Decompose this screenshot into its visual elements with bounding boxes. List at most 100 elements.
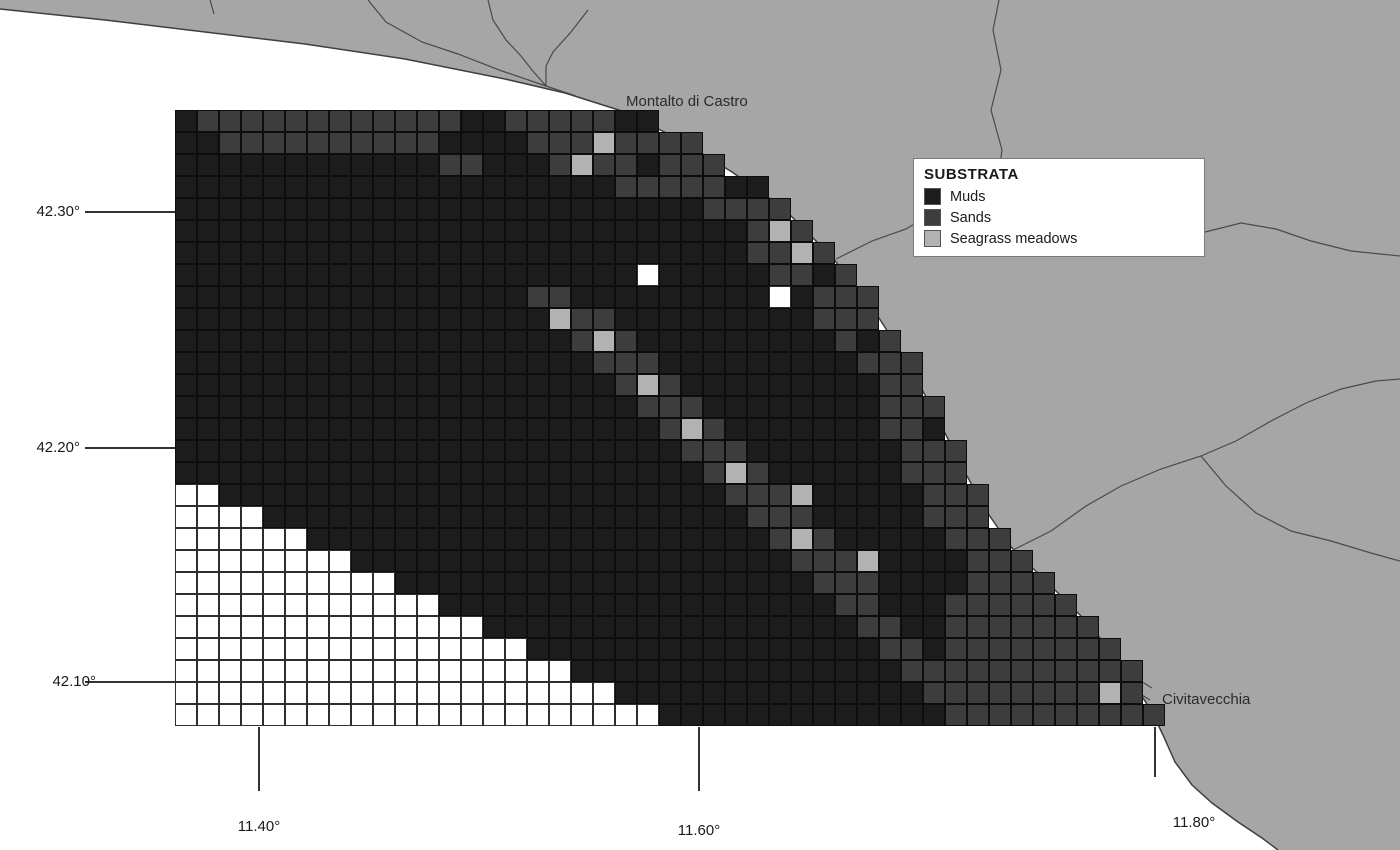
grid-cell-Muds xyxy=(857,440,879,462)
grid-cell-Muds xyxy=(241,418,263,440)
grid-cell-Muds xyxy=(505,176,527,198)
grid-cell-Sands xyxy=(373,110,395,132)
river-line xyxy=(487,0,547,87)
grid-cell-unclassified-empty xyxy=(351,638,373,660)
grid-cell-unclassified-empty xyxy=(329,704,351,726)
grid-cell-Muds xyxy=(175,352,197,374)
grid-cell-Sands xyxy=(901,418,923,440)
grid-cell-Muds xyxy=(241,462,263,484)
grid-cell-unclassified-empty xyxy=(527,682,549,704)
grid-cell-Sands xyxy=(1033,572,1055,594)
grid-cell-Sands xyxy=(791,506,813,528)
grid-cell-Muds xyxy=(549,264,571,286)
grid-cell-Muds xyxy=(725,550,747,572)
grid-cell-Muds xyxy=(879,682,901,704)
grid-cell-Sands xyxy=(835,264,857,286)
grid-cell-Muds xyxy=(769,660,791,682)
grid-cell-Muds xyxy=(329,154,351,176)
grid-cell-Muds xyxy=(329,440,351,462)
grid-cell-Muds xyxy=(681,352,703,374)
grid-cell-unclassified-empty xyxy=(439,638,461,660)
grid-cell-Muds xyxy=(373,484,395,506)
grid-cell-unclassified-empty xyxy=(505,660,527,682)
grid-cell-Muds xyxy=(439,396,461,418)
grid-cell-Muds xyxy=(373,440,395,462)
grid-cell-Muds xyxy=(329,286,351,308)
grid-cell-Seagrass meadows xyxy=(549,308,571,330)
grid-cell-unclassified-empty xyxy=(461,704,483,726)
grid-cell-Muds xyxy=(747,682,769,704)
grid-cell-Muds xyxy=(923,638,945,660)
grid-cell-Muds xyxy=(747,616,769,638)
grid-cell-Muds xyxy=(175,110,197,132)
grid-cell-Sands xyxy=(1011,660,1033,682)
grid-cell-Muds xyxy=(791,308,813,330)
grid-cell-Sands xyxy=(659,132,681,154)
grid-cell-Sands xyxy=(461,154,483,176)
grid-cell-Muds xyxy=(373,330,395,352)
grid-cell-Muds xyxy=(791,396,813,418)
grid-cell-Muds xyxy=(351,484,373,506)
grid-cell-Muds xyxy=(615,198,637,220)
grid-cell-unclassified-empty xyxy=(263,638,285,660)
grid-cell-Muds xyxy=(659,528,681,550)
grid-cell-unclassified-empty xyxy=(439,660,461,682)
grid-cell-Muds xyxy=(307,198,329,220)
grid-cell-Muds xyxy=(725,264,747,286)
grid-cell-Muds xyxy=(879,506,901,528)
grid-cell-Muds xyxy=(373,176,395,198)
grid-cell-Muds xyxy=(659,704,681,726)
grid-cell-Sands xyxy=(549,132,571,154)
grid-cell-Muds xyxy=(197,418,219,440)
grid-cell-Muds xyxy=(219,440,241,462)
grid-cell-unclassified-empty xyxy=(549,660,571,682)
grid-cell-Muds xyxy=(835,484,857,506)
grid-cell-Muds xyxy=(593,176,615,198)
grid-cell-unclassified-empty xyxy=(439,704,461,726)
grid-cell-Sands xyxy=(1077,638,1099,660)
grid-cell-Muds xyxy=(461,352,483,374)
grid-cell-Muds xyxy=(923,418,945,440)
grid-cell-Sands xyxy=(1121,704,1143,726)
grid-cell-Muds xyxy=(417,176,439,198)
grid-cell-Muds xyxy=(373,418,395,440)
grid-cell-Muds xyxy=(659,220,681,242)
grid-cell-Muds xyxy=(241,484,263,506)
grid-cell-Muds xyxy=(857,638,879,660)
grid-cell-Sands xyxy=(967,506,989,528)
grid-cell-unclassified-empty xyxy=(307,704,329,726)
grid-cell-Muds xyxy=(747,418,769,440)
grid-cell-unclassified-empty xyxy=(241,506,263,528)
grid-cell-Sands xyxy=(571,330,593,352)
grid-cell-Muds xyxy=(417,264,439,286)
grid-cell-unclassified-empty xyxy=(263,704,285,726)
grid-cell-unclassified-empty xyxy=(285,638,307,660)
grid-cell-Sands xyxy=(659,396,681,418)
grid-cell-Muds xyxy=(549,418,571,440)
grid-cell-Muds xyxy=(483,264,505,286)
grid-cell-Muds xyxy=(791,462,813,484)
grid-cell-unclassified-empty xyxy=(197,528,219,550)
grid-cell-Seagrass meadows xyxy=(571,154,593,176)
grid-cell-Sands xyxy=(197,110,219,132)
grid-cell-Muds xyxy=(395,330,417,352)
grid-cell-Sands xyxy=(923,396,945,418)
grid-cell-Muds xyxy=(395,572,417,594)
grid-cell-Sands xyxy=(857,572,879,594)
grid-cell-Muds xyxy=(241,242,263,264)
grid-cell-Muds xyxy=(527,352,549,374)
grid-cell-Muds xyxy=(571,352,593,374)
grid-cell-unclassified-empty xyxy=(285,528,307,550)
legend-item-label: Muds xyxy=(950,188,986,205)
grid-cell-Sands xyxy=(1055,638,1077,660)
grid-cell-Muds xyxy=(483,374,505,396)
grid-cell-Muds xyxy=(901,616,923,638)
grid-cell-Sands xyxy=(901,638,923,660)
grid-cell-Muds xyxy=(901,550,923,572)
grid-cell-Muds xyxy=(461,594,483,616)
grid-cell-Sands xyxy=(681,176,703,198)
grid-cell-Sands xyxy=(1033,638,1055,660)
grid-cell-Muds xyxy=(395,484,417,506)
grid-cell-Muds xyxy=(791,352,813,374)
